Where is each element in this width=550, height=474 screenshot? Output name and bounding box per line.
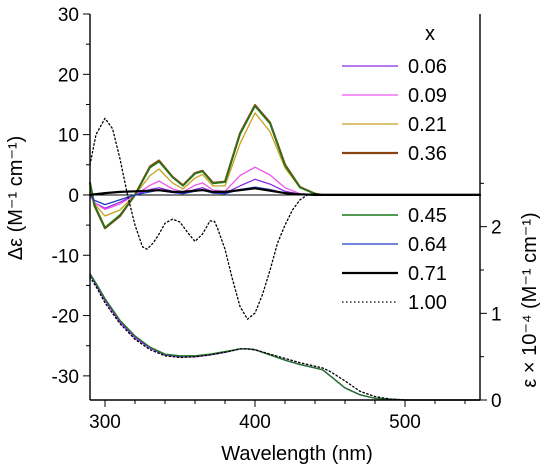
legend-label-0.09: 0.09: [408, 85, 447, 107]
legend-label-0.45: 0.45: [408, 205, 447, 227]
y-axis-title-left: Δε (M⁻¹ cm⁻¹): [5, 136, 27, 260]
legend-title: x: [425, 23, 435, 45]
legend: x 0.06 0.09 0.21 0.36 0.45 0.64 0.71 1.00: [342, 23, 447, 314]
y-left-tick-label: 30: [58, 5, 79, 26]
abs-series-0.45: [89, 272, 481, 401]
y-left-tick-label: -30: [52, 367, 79, 388]
y-right-tick-label: 0: [491, 391, 502, 412]
y-left-tick-label: -10: [52, 246, 79, 267]
legend-label-0.06: 0.06: [408, 56, 447, 78]
legend-label-0.71: 0.71: [408, 263, 447, 285]
y-right-tick-label: 2: [491, 218, 502, 239]
y-left-tick-label: 20: [58, 65, 79, 86]
x-tick-label: 300: [89, 412, 121, 433]
y-axis-title-right: ε × 10⁻⁴ (M⁻¹ cm⁻¹): [519, 212, 541, 387]
x-axis-title: Wavelength (nm): [221, 443, 373, 465]
y-left-tick-label: -20: [52, 307, 79, 328]
y-left-tick-label: 10: [58, 126, 79, 147]
y-left-tick-label: 0: [68, 186, 79, 207]
legend-label-1.00: 1.00: [408, 292, 447, 314]
abs-series-1.00: [89, 276, 481, 401]
x-tick-label: 400: [239, 412, 271, 433]
ticks-layer: 300 400 500 30 20 10 0 -10 -20 -30 0 1 2: [52, 5, 502, 433]
cd-series-0.71: [88, 187, 482, 196]
x-tick-label: 500: [389, 412, 421, 433]
legend-label-0.64: 0.64: [408, 234, 447, 256]
series-layer: [88, 104, 482, 401]
legend-label-0.36: 0.36: [408, 143, 447, 165]
legend-label-0.21: 0.21: [408, 114, 447, 136]
cd-series-1.00: [89, 117, 481, 320]
y-right-tick-label: 1: [491, 304, 502, 325]
